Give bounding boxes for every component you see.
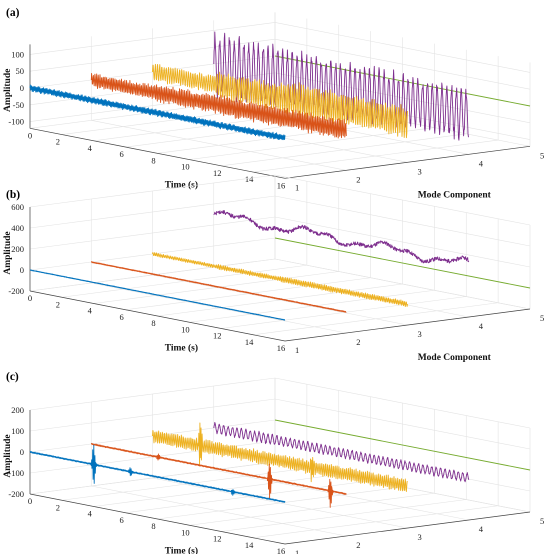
amplitude-tick-label: 400 — [11, 223, 24, 233]
mode-tick-label: 2 — [356, 174, 360, 184]
time-tick-label: 0 — [28, 130, 32, 140]
mode-3-trace — [152, 422, 408, 492]
time-tick-label: 0 — [28, 293, 32, 303]
grid-line — [213, 469, 469, 521]
amplitude-axis-label: Amplitude — [3, 69, 13, 112]
time-tick-label: 6 — [120, 149, 124, 159]
grid-line — [274, 258, 531, 310]
time-tick-label: 16 — [277, 343, 286, 353]
mode-5-trace — [274, 419, 531, 471]
mode-tick-label: 5 — [540, 150, 544, 160]
panel-label: (c) — [6, 371, 19, 383]
time-tick-label: 8 — [151, 521, 155, 531]
amplitude-tick-label: -50 — [13, 100, 24, 110]
mode-1-trace — [29, 269, 286, 321]
mode-axis-label: Mode Component — [418, 191, 492, 201]
mode-axis-label: Mode Component — [418, 353, 492, 363]
time-axis-label: Time (s) — [165, 342, 198, 353]
time-tick-label: 16 — [277, 546, 286, 554]
time-tick-label: 10 — [181, 527, 190, 537]
mode-1-trace — [29, 84, 286, 141]
grid-line — [91, 120, 347, 171]
amplitude-axis-label: Amplitude — [3, 434, 13, 477]
mode-tick-label: 4 — [479, 321, 484, 331]
mode-tick-label: 1 — [295, 548, 299, 554]
amplitude-tick-label: 200 — [11, 244, 24, 254]
amplitude-tick-label: 0 — [20, 83, 24, 93]
time-tick-label: 14 — [245, 174, 254, 184]
time-tick-label: 0 — [28, 496, 32, 506]
grid-line — [152, 274, 408, 326]
amplitude-tick-label: 100 — [11, 49, 24, 59]
mode-tick-label: 2 — [356, 337, 360, 347]
amplitude-tick-label: -200 — [8, 489, 24, 499]
time-tick-label: 2 — [56, 137, 60, 147]
mode-tick-label: 3 — [418, 166, 422, 176]
amplitude-tick-label: -200 — [8, 286, 24, 296]
time-tick-label: 4 — [88, 509, 93, 519]
amplitude-tick-label: -100 — [8, 117, 24, 127]
time-tick-label: 12 — [213, 331, 222, 341]
time-tick-label: 4 — [88, 143, 93, 153]
time-tick-label: 4 — [88, 306, 93, 316]
axes — [29, 207, 531, 342]
grid-line — [91, 485, 347, 537]
time-axis — [29, 493, 286, 545]
time-tick-label: 8 — [151, 318, 155, 328]
mode-tick-label: 5 — [540, 516, 544, 526]
time-tick-label: 8 — [151, 155, 155, 165]
mode-tick-label: 5 — [540, 313, 544, 323]
mode-5-trace — [274, 237, 531, 289]
mode-2-trace — [90, 442, 347, 508]
amplitude-tick-label: 200 — [11, 405, 24, 415]
time-tick-label: 12 — [213, 534, 222, 544]
mode-tick-label: 4 — [479, 158, 484, 168]
time-tick-label: 2 — [56, 502, 60, 512]
mode-tick-label: 1 — [295, 345, 299, 355]
amplitude-tick-label: 100 — [11, 426, 24, 436]
time-axis-label: Time (s) — [165, 180, 198, 191]
mode-1-trace — [29, 444, 286, 503]
mode-2-trace — [90, 261, 347, 313]
grid-line — [91, 282, 347, 334]
mode-4-trace — [213, 421, 470, 483]
time-tick-label: 6 — [120, 515, 124, 525]
mode-3-trace — [152, 252, 408, 308]
panel-label: (b) — [6, 189, 20, 201]
amplitude-tick-label: 600 — [11, 202, 24, 212]
mode-axis — [284, 511, 531, 545]
mode-4-trace — [213, 210, 470, 264]
amplitude-tick-label: -100 — [8, 468, 24, 478]
mode-tick-label: 3 — [418, 329, 422, 339]
mode-axis — [284, 308, 531, 342]
mode-2-trace — [90, 72, 347, 139]
time-axis — [29, 127, 286, 179]
time-tick-label: 12 — [213, 168, 222, 178]
amplitude-tick-label: 50 — [16, 66, 25, 76]
mode-tick-label: 4 — [479, 524, 484, 534]
mode-3-trace — [152, 63, 408, 139]
mode-tick-label: 2 — [356, 540, 360, 550]
time-tick-label: 14 — [245, 337, 254, 347]
panel-label: (a) — [6, 7, 20, 19]
time-tick-label: 10 — [181, 324, 190, 334]
time-tick-label: 16 — [277, 180, 286, 190]
time-axis-label: Time (s) — [165, 545, 198, 554]
mode-tick-label: 1 — [295, 182, 299, 192]
amplitude-axis-label: Amplitude — [3, 231, 13, 274]
amplitude-tick-label: 0 — [20, 265, 24, 275]
mode-axis — [284, 145, 531, 179]
grid-line — [152, 477, 408, 529]
time-tick-label: 10 — [181, 162, 190, 172]
amplitude-tick-label: 0 — [20, 447, 24, 457]
time-axis — [29, 290, 286, 342]
mode-tick-label: 3 — [418, 532, 422, 542]
time-tick-label: 14 — [245, 540, 254, 550]
time-tick-label: 2 — [56, 299, 60, 309]
time-tick-label: 6 — [120, 312, 124, 322]
